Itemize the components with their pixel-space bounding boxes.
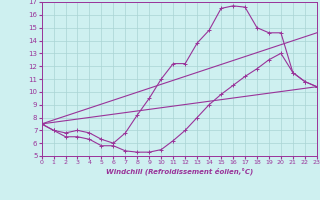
X-axis label: Windchill (Refroidissement éolien,°C): Windchill (Refroidissement éolien,°C) [106,168,253,175]
